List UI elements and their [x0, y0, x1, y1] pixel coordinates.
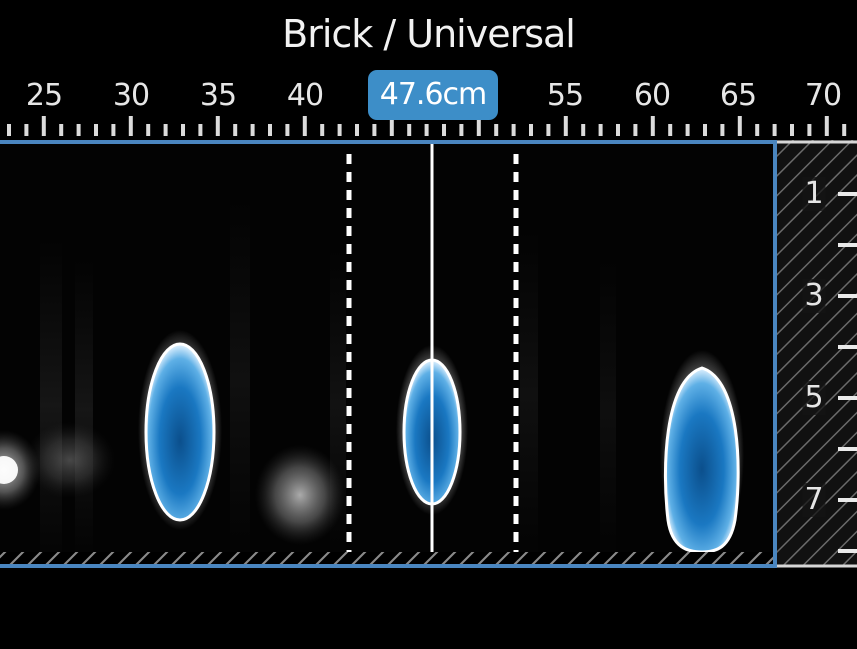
ruler-label: 40	[286, 78, 324, 113]
ruler-label: 30	[112, 78, 150, 113]
detected-object	[660, 350, 744, 560]
ruler-label: 65	[719, 78, 757, 113]
ruler-label: 60	[633, 78, 671, 113]
bottom-bar	[0, 570, 857, 649]
ruler-ticks	[7, 116, 847, 136]
ruler-label: 55	[546, 78, 584, 113]
signal-haze	[255, 445, 345, 545]
ruler-label: 70	[804, 78, 842, 113]
depth-label: 3	[802, 278, 826, 313]
scan-image	[0, 140, 857, 604]
scan-view[interactable]: 1 3 5 7	[0, 140, 857, 604]
distance-ruler: 25 30 35 40 55 60 65 70 47.6cm	[0, 0, 857, 140]
depth-label: 1	[802, 176, 826, 211]
cursor-position-badge: 47.6cm	[368, 70, 498, 120]
detected-object	[138, 330, 222, 530]
depth-label: 7	[802, 482, 826, 517]
surface-limit-hatch	[0, 552, 775, 564]
depth-label: 5	[802, 380, 826, 415]
material-mode-title: Brick / Universal	[282, 12, 576, 56]
ruler-label: 25	[25, 78, 63, 113]
ruler-label: 35	[199, 78, 237, 113]
